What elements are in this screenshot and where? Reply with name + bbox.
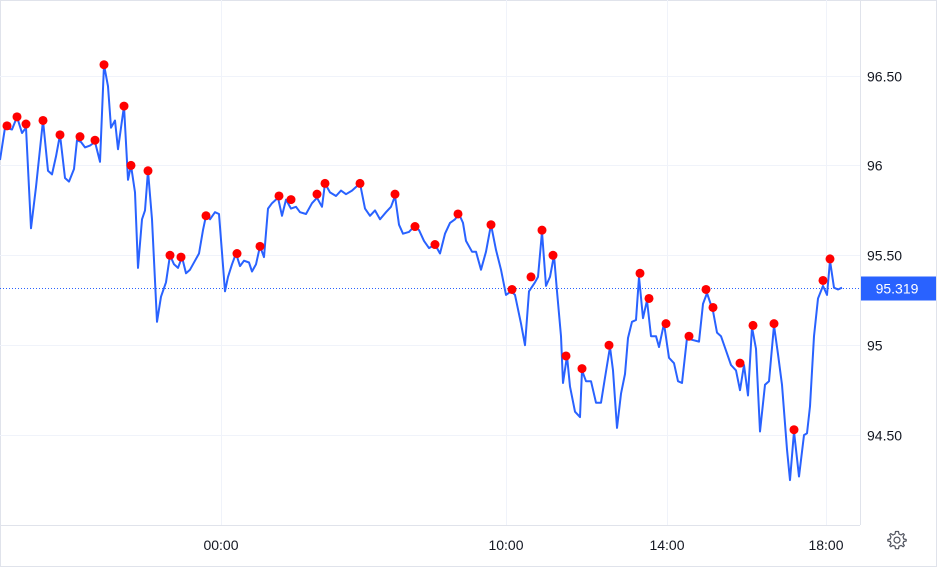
trade-marker [286,195,296,205]
last-price-label: 95.319 [876,281,919,297]
trade-marker [232,249,242,259]
trade-marker [789,425,799,435]
trade-marker [21,119,31,129]
trade-marker [818,275,828,285]
trade-marker [561,351,571,361]
last-price-badge: 95.319 [861,276,936,301]
trade-marker [355,178,365,188]
price-tick-label: 94.50 [867,428,902,444]
price-tick-label: 96.50 [867,69,902,85]
trade-marker [390,189,400,199]
trade-marker [635,268,645,278]
trade-marker [548,250,558,260]
trade-marker [537,225,547,235]
trade-marker [119,101,129,111]
trade-markers [2,60,835,435]
trade-marker [320,178,330,188]
time-tick-label: 00:00 [203,537,238,553]
trade-marker [577,364,587,374]
trade-marker [126,160,136,170]
trade-marker [453,209,463,219]
trade-marker [2,121,12,131]
price-axis[interactable]: 96.50 96 95.50 95 94.50 [867,69,902,444]
trade-marker [165,250,175,260]
time-tick-label: 18:00 [808,537,843,553]
trade-marker [684,331,694,341]
price-tick-label: 96 [867,158,883,174]
price-tick-label: 95 [867,338,883,354]
trade-marker [748,320,758,330]
trade-marker [201,211,211,221]
trade-marker [526,272,536,282]
trade-marker [708,302,718,312]
trade-marker [75,132,85,142]
trade-marker [735,358,745,368]
chart-grid [0,0,860,525]
trade-marker [410,222,420,232]
trade-marker [90,135,100,145]
trade-marker [55,130,65,140]
last-price-badge-bg [861,276,936,301]
trade-marker [255,241,265,251]
trade-marker [507,284,517,294]
trade-marker [38,115,48,125]
time-tick-label: 10:00 [488,537,523,553]
trade-marker [486,220,496,230]
trade-marker [312,189,322,199]
trade-marker [12,112,22,122]
trade-marker [825,254,835,264]
trade-marker [274,191,284,201]
trade-marker [604,340,614,350]
time-tick-label: 14:00 [649,537,684,553]
trade-marker [430,240,440,250]
settings-gear-icon[interactable] [887,530,907,550]
trade-marker [661,319,671,329]
trade-marker [143,166,153,176]
trade-marker [176,252,186,262]
trade-marker [701,284,711,294]
price-tick-label: 95.50 [867,248,902,264]
trade-marker [769,319,779,329]
trade-marker [644,293,654,303]
time-axis[interactable]: 00:00 10:00 14:00 18:00 [203,537,843,553]
trade-marker [99,60,109,70]
